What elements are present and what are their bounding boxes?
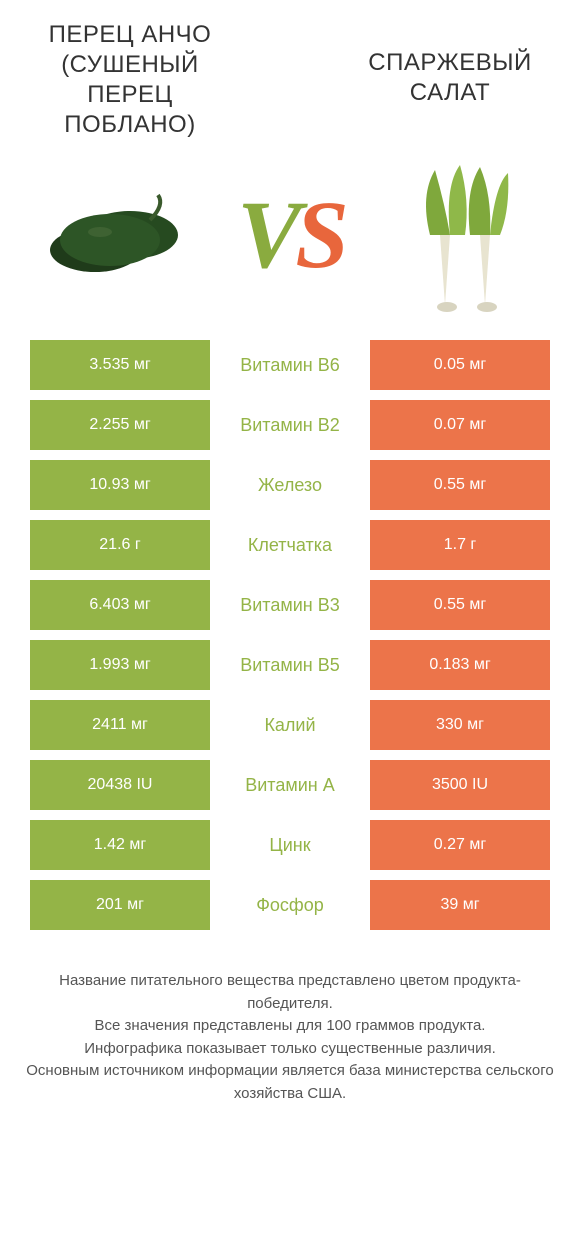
left-value: 3.535 мг: [30, 340, 210, 390]
image-row: VS: [0, 140, 580, 340]
left-value: 1.993 мг: [30, 640, 210, 690]
comparison-table: 3.535 мгВитамин B60.05 мг2.255 мгВитамин…: [0, 340, 580, 930]
right-value: 3500 IU: [370, 760, 550, 810]
left-value: 1.42 мг: [30, 820, 210, 870]
table-row: 1.42 мгЦинк0.27 мг: [30, 820, 550, 870]
right-value: 39 мг: [370, 880, 550, 930]
left-value: 20438 IU: [30, 760, 210, 810]
left-product-title: ПЕРЕЦ АНЧО (СУШЕНЫЙ ПЕРЕЦ ПОБЛАНО): [30, 20, 230, 140]
footer-line: Основным источником информации является …: [20, 1060, 560, 1105]
right-product-title: СПАРЖЕВЫЙ САЛАТ: [350, 20, 550, 108]
nutrient-label: Витамин B6: [210, 340, 370, 390]
vs-s: S: [295, 181, 342, 288]
table-row: 1.993 мгВитамин B50.183 мг: [30, 640, 550, 690]
nutrient-label: Витамин B3: [210, 580, 370, 630]
nutrient-label: Фосфор: [210, 880, 370, 930]
table-row: 6.403 мгВитамин B30.55 мг: [30, 580, 550, 630]
table-row: 20438 IUВитамин A3500 IU: [30, 760, 550, 810]
left-product-image: [40, 160, 190, 310]
table-row: 10.93 мгЖелезо0.55 мг: [30, 460, 550, 510]
nutrient-label: Витамин B5: [210, 640, 370, 690]
right-value: 0.05 мг: [370, 340, 550, 390]
right-value: 1.7 г: [370, 520, 550, 570]
left-value: 10.93 мг: [30, 460, 210, 510]
header: ПЕРЕЦ АНЧО (СУШЕНЫЙ ПЕРЕЦ ПОБЛАНО) СПАРЖ…: [0, 0, 580, 140]
right-value: 0.07 мг: [370, 400, 550, 450]
table-row: 201 мгФосфор39 мг: [30, 880, 550, 930]
nutrient-label: Цинк: [210, 820, 370, 870]
vs-label: VS: [237, 187, 342, 283]
right-value: 0.55 мг: [370, 580, 550, 630]
nutrient-label: Витамин B2: [210, 400, 370, 450]
nutrient-label: Железо: [210, 460, 370, 510]
footer-notes: Название питательного вещества представл…: [0, 940, 580, 1105]
right-value: 0.27 мг: [370, 820, 550, 870]
footer-line: Все значения представлены для 100 граммо…: [20, 1015, 560, 1038]
nutrient-label: Клетчатка: [210, 520, 370, 570]
right-product-image: [390, 160, 540, 310]
left-value: 6.403 мг: [30, 580, 210, 630]
table-row: 2.255 мгВитамин B20.07 мг: [30, 400, 550, 450]
vs-v: V: [237, 181, 295, 288]
footer-line: Инфографика показывает только существенн…: [20, 1038, 560, 1061]
left-value: 201 мг: [30, 880, 210, 930]
footer-line: Название питательного вещества представл…: [20, 970, 560, 1015]
left-value: 2.255 мг: [30, 400, 210, 450]
right-value: 0.183 мг: [370, 640, 550, 690]
right-value: 0.55 мг: [370, 460, 550, 510]
nutrient-label: Калий: [210, 700, 370, 750]
table-row: 3.535 мгВитамин B60.05 мг: [30, 340, 550, 390]
table-row: 2411 мгКалий330 мг: [30, 700, 550, 750]
nutrient-label: Витамин A: [210, 760, 370, 810]
left-value: 2411 мг: [30, 700, 210, 750]
table-row: 21.6 гКлетчатка1.7 г: [30, 520, 550, 570]
left-value: 21.6 г: [30, 520, 210, 570]
right-value: 330 мг: [370, 700, 550, 750]
